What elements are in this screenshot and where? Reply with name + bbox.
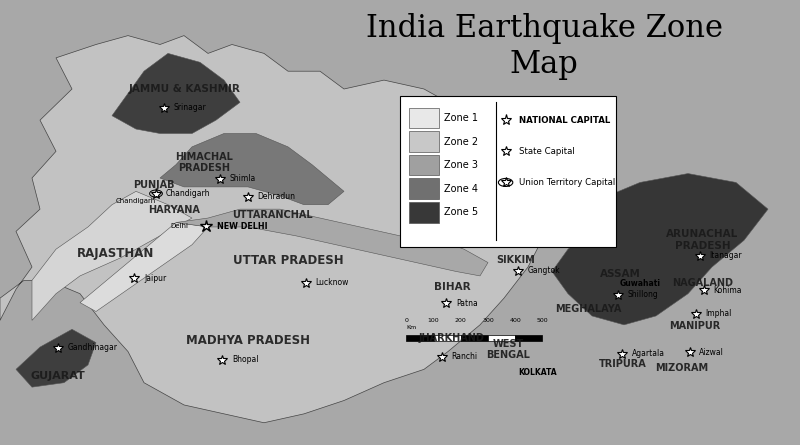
Text: ARUNACHAL
PRADESH: ARUNACHAL PRADESH [666,230,738,251]
Text: Km: Km [406,325,417,330]
Text: Chandigarh: Chandigarh [116,198,156,204]
Text: Kohima: Kohima [714,286,742,295]
Text: Dehradun: Dehradun [258,192,296,201]
Polygon shape [160,134,344,205]
Text: MANIPUR: MANIPUR [669,321,720,331]
Polygon shape [552,174,768,325]
Text: Agartala: Agartala [632,349,665,358]
Bar [461,335,488,341]
Text: Zone 2: Zone 2 [444,137,478,146]
Text: India Earthquake Zone
Map: India Earthquake Zone Map [366,13,722,80]
Text: NEW DELHI: NEW DELHI [217,222,267,231]
Polygon shape [80,222,208,312]
Text: Gandhinagar: Gandhinagar [67,344,117,352]
Text: Zone 4: Zone 4 [444,184,478,194]
Bar [409,131,439,152]
FancyBboxPatch shape [400,96,616,247]
Bar [409,155,439,175]
Polygon shape [16,329,96,387]
Text: Gangtok: Gangtok [528,266,561,275]
Text: TRIPURA: TRIPURA [598,359,646,369]
Text: Chandigarh: Chandigarh [166,189,210,198]
Text: Aizwal: Aizwal [699,348,724,357]
Text: MIZORAM: MIZORAM [655,364,708,373]
Polygon shape [32,191,192,320]
Text: PUNJAB: PUNJAB [133,180,174,190]
Text: Union Territory Capital: Union Territory Capital [519,178,615,187]
Text: ASSAM: ASSAM [599,269,641,279]
Polygon shape [112,53,240,134]
Text: UTTARANCHAL: UTTARANCHAL [232,210,312,220]
Text: 100: 100 [428,318,439,323]
Text: HIMACHAL
PRADESH: HIMACHAL PRADESH [175,152,233,173]
Bar [409,178,439,199]
Bar [488,335,515,341]
Text: Imphal: Imphal [706,309,732,318]
Bar [409,108,439,128]
Text: 200: 200 [455,318,466,323]
Text: Zone 3: Zone 3 [444,160,478,170]
Text: 400: 400 [510,318,521,323]
Bar [406,335,434,341]
Text: MADHYA PRADESH: MADHYA PRADESH [186,334,310,347]
Text: GUJARAT: GUJARAT [30,371,85,381]
Bar [409,202,439,222]
Text: Srinagar: Srinagar [174,103,206,112]
Text: Delhi: Delhi [170,223,188,229]
Text: Guwahati: Guwahati [620,279,661,288]
Text: NATIONAL CAPITAL: NATIONAL CAPITAL [519,116,610,125]
Polygon shape [176,209,488,276]
Bar [515,335,542,341]
Text: Shillong: Shillong [627,290,658,299]
Text: HARYANA: HARYANA [149,206,200,215]
Text: JAMMU & KASHMIR: JAMMU & KASHMIR [128,84,240,94]
Text: Bhopal: Bhopal [232,355,258,364]
Polygon shape [0,36,584,423]
Text: 500: 500 [537,318,548,323]
Text: WEST
BENGAL: WEST BENGAL [486,339,530,360]
Text: Patna: Patna [456,299,478,308]
Text: State Capital: State Capital [519,147,575,156]
Text: UTTAR PRADESH: UTTAR PRADESH [233,254,343,267]
Text: RAJASTHAN: RAJASTHAN [78,247,154,260]
Text: Zone 5: Zone 5 [444,207,478,217]
Text: JHARKHAND: JHARKHAND [419,333,485,343]
Text: Shimla: Shimla [230,174,256,183]
Text: Itanagar: Itanagar [710,251,742,260]
Text: KOLKATA: KOLKATA [518,368,557,377]
Text: Jaipur: Jaipur [144,274,166,283]
Text: 0: 0 [405,318,408,323]
Bar [434,335,461,341]
Text: SIKKIM: SIKKIM [497,255,535,265]
Text: Zone 1: Zone 1 [444,113,478,123]
Text: Ranchi: Ranchi [451,352,478,361]
Text: 300: 300 [482,318,494,323]
Text: NAGALAND: NAGALAND [672,278,733,287]
Text: Lucknow: Lucknow [315,278,349,287]
Text: MEGHALAYA: MEGHALAYA [555,304,621,314]
Text: BIHAR: BIHAR [434,282,470,292]
